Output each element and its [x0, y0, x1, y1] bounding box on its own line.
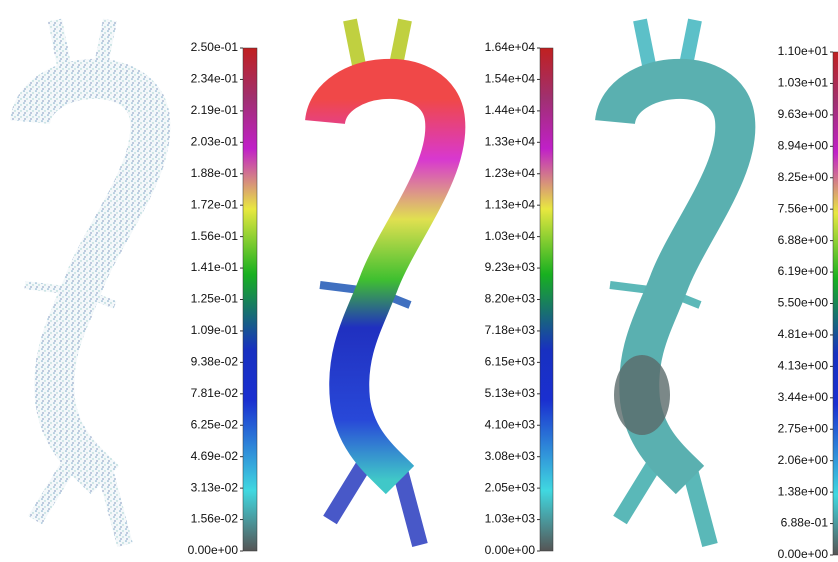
- colorbar-tick-label: 6.25e-02: [191, 417, 239, 431]
- colorbar-tick-label: 4.10e+03: [485, 417, 536, 431]
- colorbar-tick-label: 7.81e-02: [191, 386, 239, 400]
- colorbar-tick-label: 1.09e-01: [191, 323, 239, 337]
- colorbar-tick-label: 5.50e+00: [778, 296, 829, 310]
- colorbar-tick-label: 1.41e-01: [191, 260, 239, 274]
- colorbar-tick-label: 1.56e-01: [191, 229, 239, 243]
- colorbar-tick-label: 1.72e-01: [191, 197, 239, 211]
- colorbar-tick-label: 4.69e-02: [191, 449, 239, 463]
- colorbar-tick-label: 1.44e+04: [485, 103, 536, 117]
- colorbar-tick-label: 1.03e+03: [485, 512, 536, 526]
- colorbar-tick-label: 7.18e+03: [485, 323, 536, 337]
- colorbar-tick-label: 1.03e+01: [778, 76, 829, 90]
- colorbar-tick-label: 4.13e+00: [778, 359, 829, 373]
- colorbar-tick-label: 2.75e+00: [778, 421, 829, 435]
- colorbar-tick-label: 9.38e-02: [191, 355, 239, 369]
- colorbar-tick-label: 6.88e-01: [781, 516, 829, 530]
- aorta-shear: [610, 20, 735, 545]
- colorbar-tick-label: 3.44e+00: [778, 390, 829, 404]
- colorbar-tick-label: 0.00e+00: [188, 543, 239, 557]
- aorta-pressure: [320, 20, 445, 545]
- colorbar-tick-label: 8.25e+00: [778, 170, 829, 184]
- colorbar-tick-label: 3.08e+03: [485, 449, 536, 463]
- colorbar-tick-label: 7.56e+00: [778, 201, 829, 215]
- colorbar-tick-label: 1.88e-01: [191, 166, 239, 180]
- colorbar-tick-label: 0.00e+00: [778, 547, 829, 561]
- colorbar-tick-label: 8.20e+03: [485, 292, 536, 306]
- colorbar-tick-label: 1.38e+00: [778, 484, 829, 498]
- colorbar-tick-label: 2.06e+00: [778, 453, 829, 467]
- colorbar-tick-label: 2.50e-01: [191, 40, 239, 54]
- aorta-velocity: [25, 20, 150, 545]
- colorbar: [243, 48, 257, 551]
- colorbar-tick-label: 1.23e+04: [485, 166, 536, 180]
- colorbar-tick-label: 4.81e+00: [778, 327, 829, 341]
- colorbar-tick-label: 9.63e+00: [778, 107, 829, 121]
- colorbar-tick-label: 3.13e-02: [191, 480, 239, 494]
- colorbar-tick-label: 2.03e-01: [191, 134, 239, 148]
- colorbar: [540, 48, 553, 551]
- colorbar-tick-label: 1.13e+04: [485, 197, 536, 211]
- colorbar-tick-label: 6.15e+03: [485, 355, 536, 369]
- figure: 2.50e-01 2.34e-01 2.19e-01 2.03e-01 1.88e-01…: [0, 0, 838, 562]
- colorbar: [833, 52, 838, 555]
- colorbar-tick-label: 2.05e+03: [485, 480, 536, 494]
- colorbar-tick-label: 1.33e+04: [485, 134, 536, 148]
- colorbar-tick-label: 1.54e+04: [485, 72, 536, 86]
- colorbar-tick-label: 1.64e+04: [485, 40, 536, 54]
- colorbar-tick-label: 1.03e+04: [485, 229, 536, 243]
- colorbar-tick-label: 0.00e+00: [485, 543, 536, 557]
- colorbar-tick-label: 8.94e+00: [778, 138, 829, 152]
- colorbar-tick-label: 6.88e+00: [778, 233, 829, 247]
- colorbar-tick-label: 1.56e-02: [191, 512, 239, 526]
- colorbar-tick-label: 9.23e+03: [485, 260, 536, 274]
- colorbar-tick-label: 1.25e-01: [191, 292, 239, 306]
- colorbar-tick-label: 2.34e-01: [191, 72, 239, 86]
- colorbar-tick-label: 1.10e+01: [778, 44, 829, 58]
- colorbar-tick-label: 5.13e+03: [485, 386, 536, 400]
- colorbar-tick-label: 2.19e-01: [191, 103, 239, 117]
- colorbar-tick-label: 6.19e+00: [778, 264, 829, 278]
